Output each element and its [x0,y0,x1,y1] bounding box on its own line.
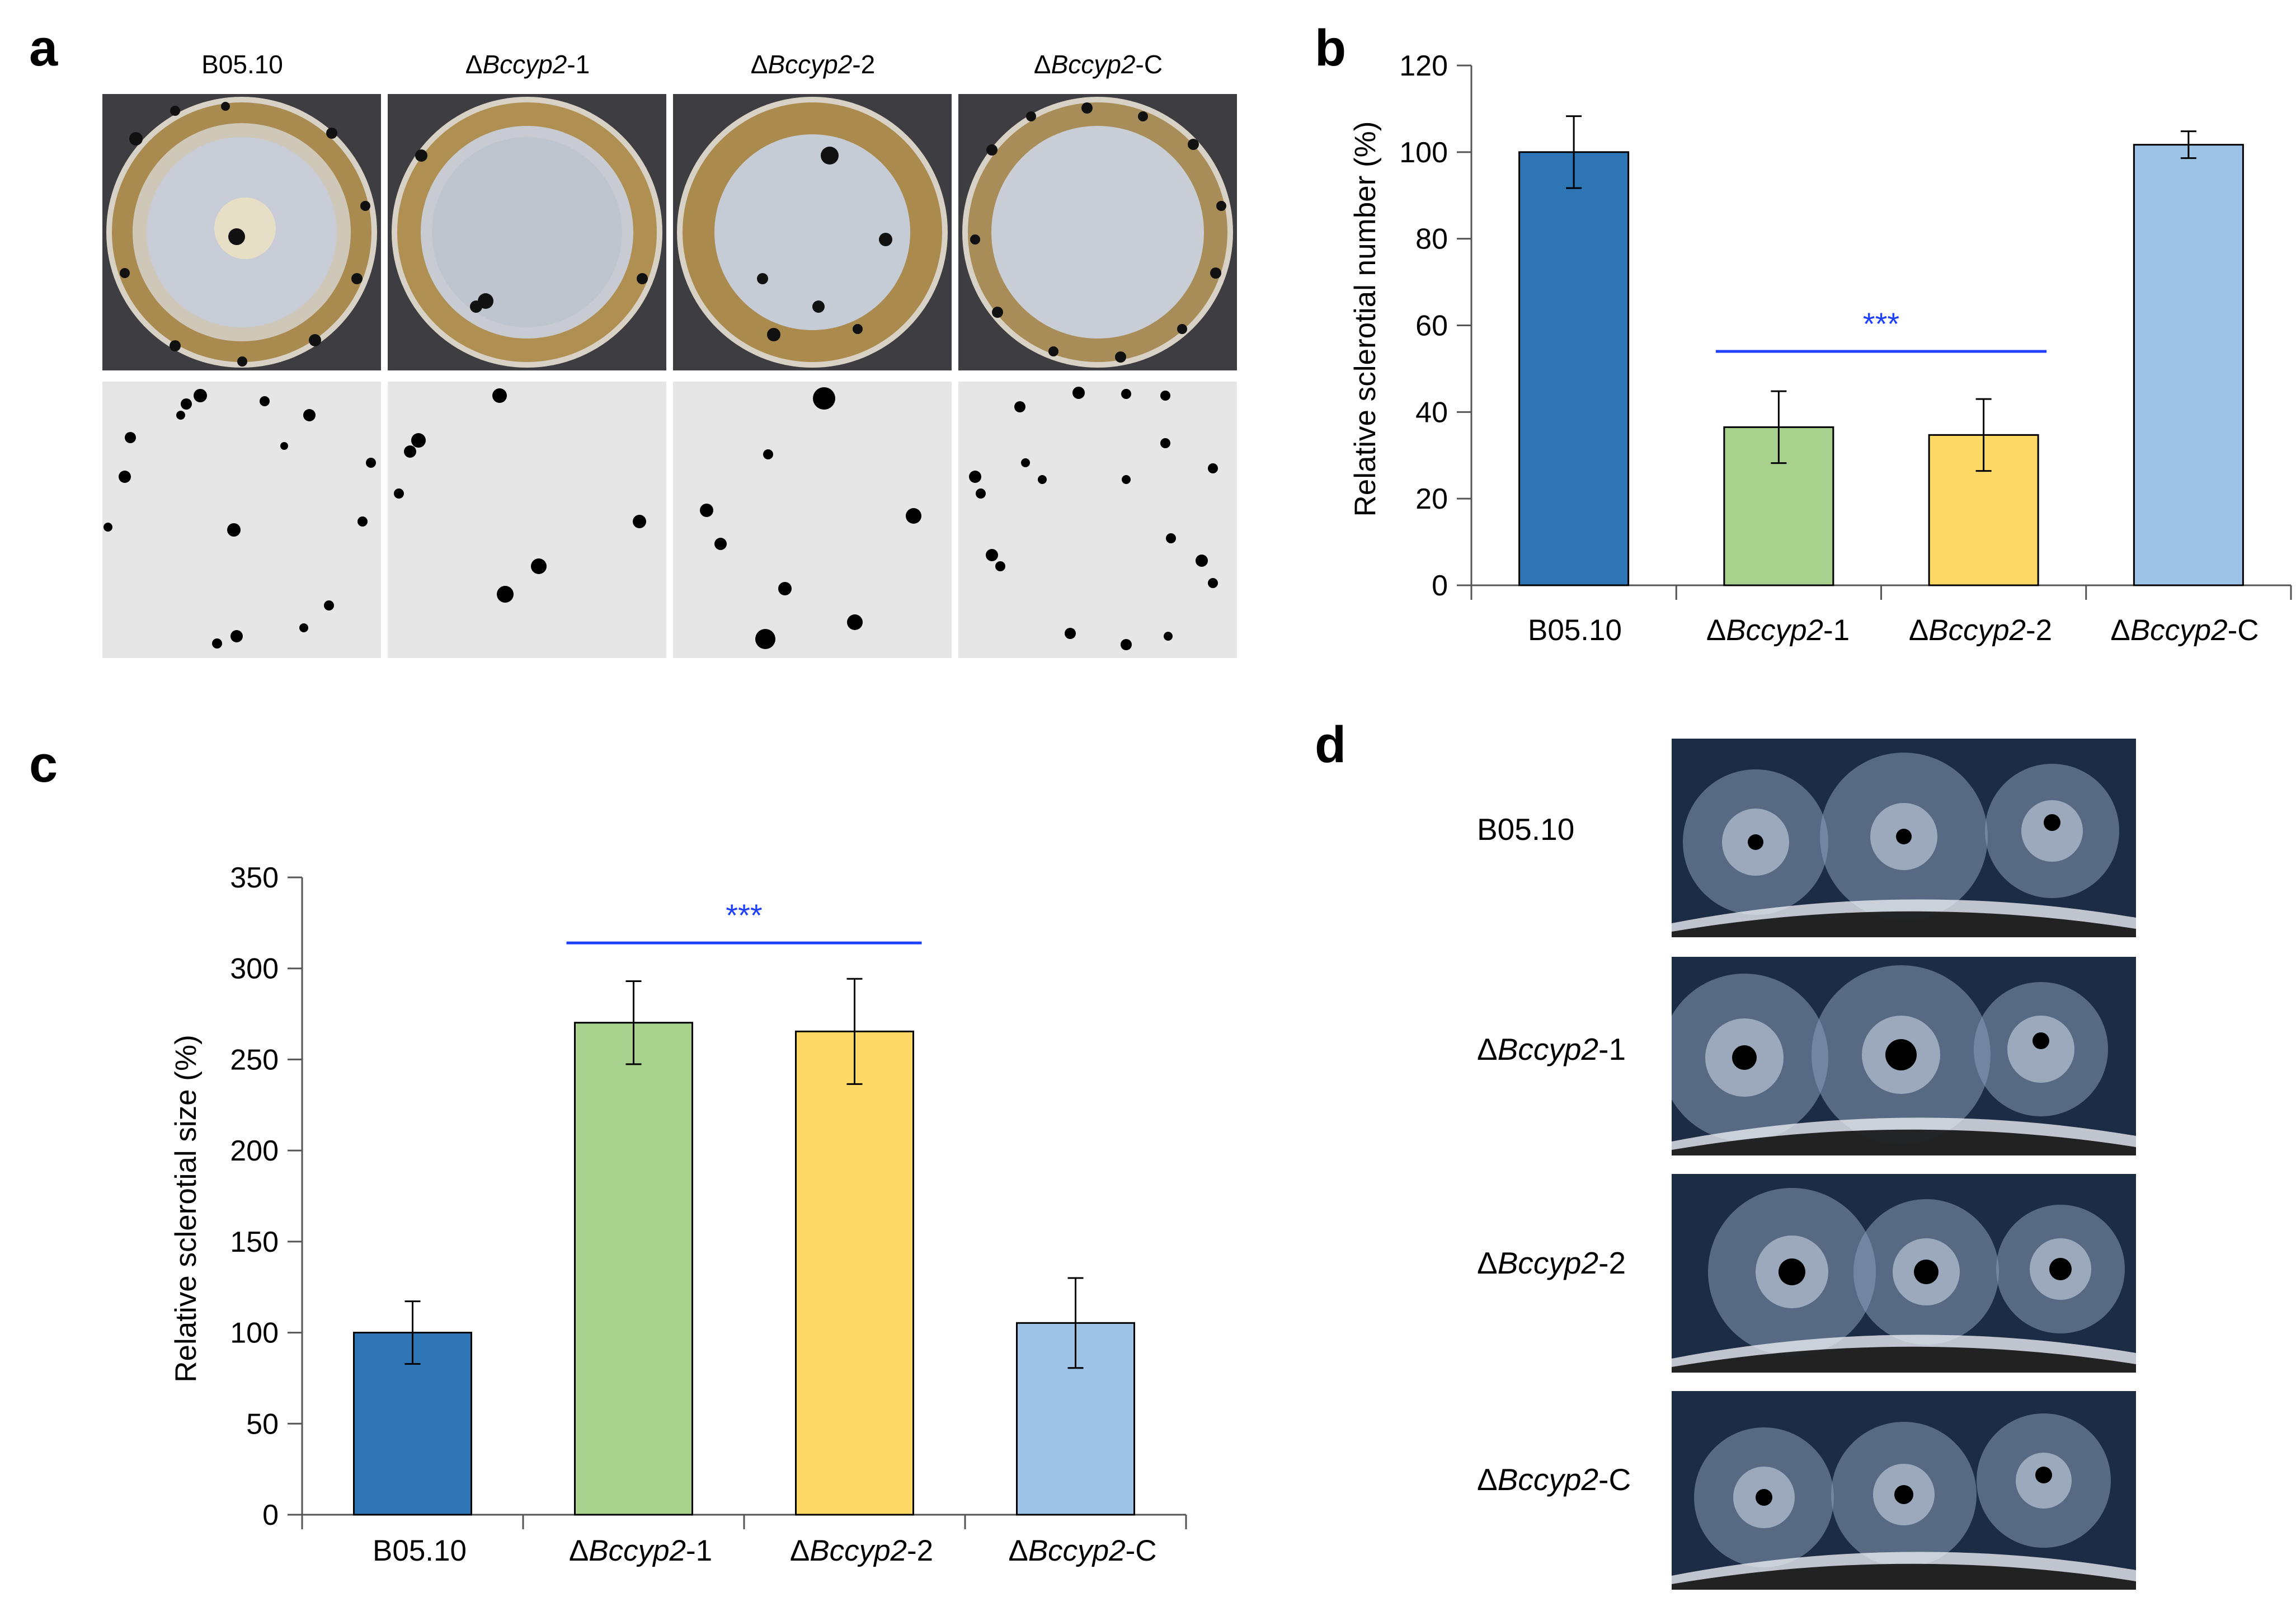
y-tick-label: 350 [230,862,279,894]
y-tick-label: 60 [1415,310,1448,342]
panel-a-label-1: B05.10 [201,50,283,79]
panel-letter-b: b [1315,20,1347,77]
sclerotia-photo-dbccyp2-1 [388,382,666,658]
y-tick-label: 40 [1415,396,1448,429]
panel-letter-a: a [29,20,58,77]
y-tick-label: 50 [246,1408,279,1440]
y-tick-label: 80 [1415,223,1448,256]
y-tick-label: 0 [1432,570,1448,602]
chart-c-xtick-3: ΔBccyp2-2 [789,1534,934,1567]
chart-c-xtick-1: B05.10 [373,1534,467,1567]
y-tick-label: 250 [230,1044,279,1076]
panel-a-label-4: ΔBccyp2-C [1033,50,1163,79]
chart-b-xtick-3: ΔBccyp2-2 [1908,614,2053,647]
chart-c-ylabel: Relative sclerotial size (%) [170,1035,203,1383]
bar [795,1030,914,1516]
y-tick-label: 120 [1399,50,1448,82]
y-tick-label: 100 [230,1317,279,1350]
plate-photo-dbccyp2-2 [673,94,952,370]
panel-d-label-2: ΔBccyp2-1 [1477,1032,1626,1067]
y-tick-label: 0 [262,1499,279,1532]
sclerotia-photo-b0510 [102,382,381,658]
colony-photo-dbccyp2-c [1672,1391,2136,1590]
bar [1518,151,1630,586]
panel-a-label-3: ΔBccyp2-2 [750,50,876,79]
chart-b-xtick-1: B05.10 [1528,614,1622,647]
sclerotia-photo-dbccyp2-c [958,382,1237,658]
colony-photo-dbccyp2-2 [1672,1174,2136,1373]
panel-d-label-4: ΔBccyp2-C [1477,1462,1631,1497]
significance-label: *** [1863,306,1899,341]
y-tick-label: 100 [1399,137,1448,169]
panel-a-label-2: ΔBccyp2-1 [465,50,590,79]
chart-b: 0 20 40 60 80 100 120 *** [1399,50,2292,602]
plate-photo-b0510 [102,94,381,370]
chart-b-xtick-2: ΔBccyp2-1 [1706,614,1850,647]
plate-photo-dbccyp2-c [958,94,1237,370]
significance-label: *** [726,898,762,933]
panel-letter-d: d [1315,716,1347,773]
chart-c-xtick-4: ΔBccyp2-C [1008,1534,1157,1567]
sclerotia-photo-dbccyp2-2 [673,382,952,658]
panel-d-label-3: ΔBccyp2-2 [1477,1246,1626,1280]
y-tick-label: 150 [230,1226,279,1258]
colony-photo-b0510 [1672,739,2136,937]
chart-b-xtick-4: ΔBccyp2-C [2110,614,2259,647]
bar [2133,144,2244,586]
y-tick-label: 300 [230,953,279,985]
colony-photo-dbccyp2-1 [1672,957,2136,1155]
plate-photo-dbccyp2-1 [388,94,666,370]
chart-c-xtick-2: ΔBccyp2-1 [568,1534,713,1567]
y-tick-label: 20 [1415,483,1448,515]
panel-d-label-1: B05.10 [1477,812,1575,847]
bar [574,1022,693,1516]
y-tick-label: 200 [230,1135,279,1167]
panel-letter-c: c [29,736,58,793]
